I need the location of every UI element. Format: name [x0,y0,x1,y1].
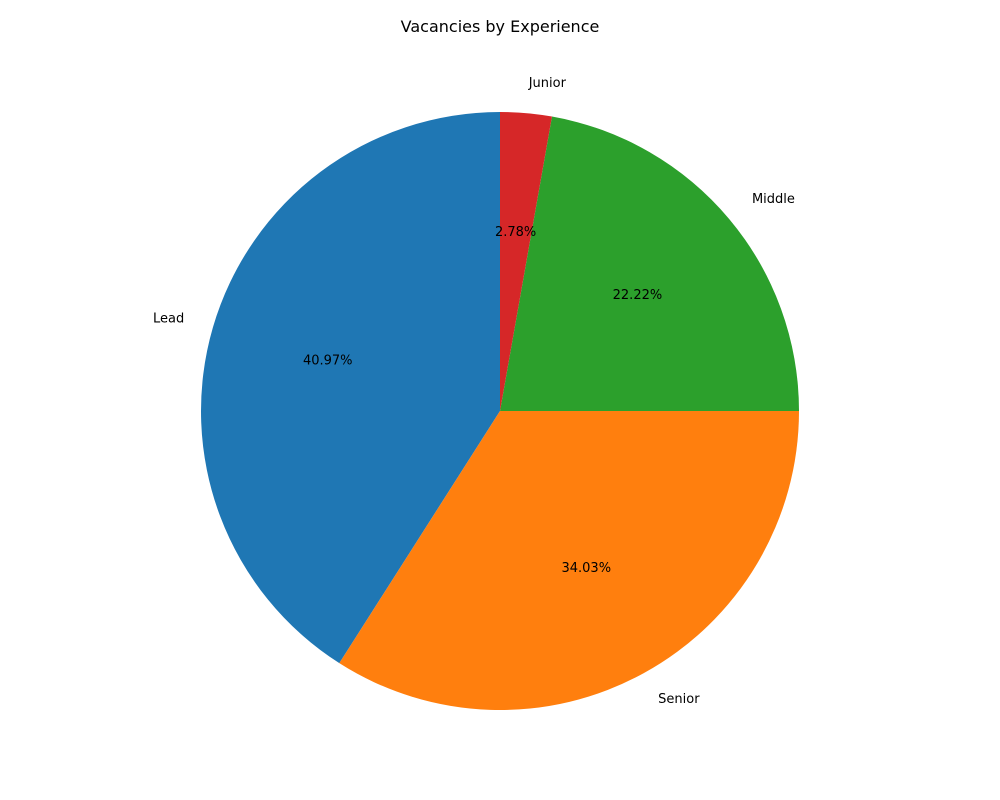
pie-slice-lead [200,112,501,664]
percent-label-junior: 2.78% [495,225,536,240]
pie-slice-middle [500,116,799,411]
percent-label-senior: 34.03% [561,561,611,576]
slice-label-junior: Junior [528,76,567,91]
slice-label-lead: Lead [153,311,184,326]
pie-labels: Lead 40.97% Senior 34.03% Middle 22.22% Junior… [153,76,795,707]
pie-slice-junior [500,112,552,411]
chart-title: Vacancies by Experience [401,17,600,36]
slice-label-senior: Senior [658,692,700,707]
pie-slice-senior [339,411,799,710]
pie-slices [200,112,799,710]
percent-label-middle: 22.22% [613,288,663,303]
slice-label-middle: Middle [752,192,795,207]
percent-label-lead: 40.97% [303,353,353,368]
